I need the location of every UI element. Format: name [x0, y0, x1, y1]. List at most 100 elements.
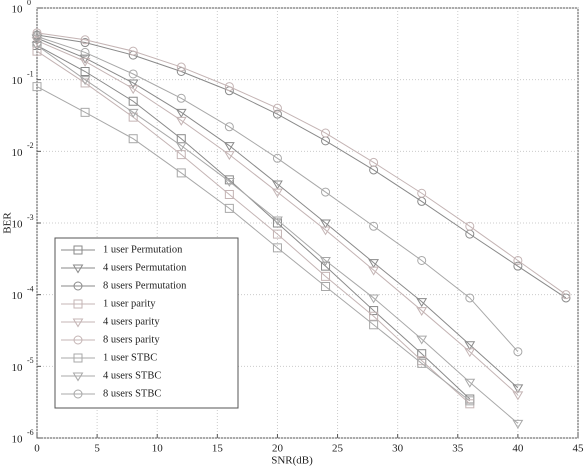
marker [80, 38, 90, 48]
marker [368, 266, 380, 276]
marker [272, 180, 283, 190]
y-tick-exponent: -5 [27, 356, 34, 365]
marker [224, 189, 234, 199]
y-tick-label: 10 [12, 290, 24, 302]
marker [127, 85, 139, 95]
marker [417, 188, 427, 198]
marker [80, 107, 90, 117]
x-tick-label: 0 [34, 443, 40, 455]
marker [79, 76, 91, 86]
marker [31, 37, 43, 47]
marker [127, 79, 139, 89]
marker [321, 282, 331, 292]
marker [128, 134, 138, 144]
y-tick-exponent: -4 [27, 284, 34, 293]
marker [128, 69, 138, 79]
marker [416, 335, 428, 345]
legend-label: 4 users parity [103, 316, 160, 327]
x-tick-label: 15 [212, 443, 224, 455]
marker [561, 290, 571, 300]
marker [272, 109, 282, 119]
marker [176, 168, 186, 178]
marker [80, 35, 90, 45]
marker [465, 396, 475, 406]
marker [80, 47, 90, 57]
series-line [36, 45, 519, 424]
marker [272, 216, 283, 226]
marker [321, 187, 331, 197]
x-tick-label: 5 [94, 443, 100, 455]
marker [73, 335, 83, 345]
marker [176, 62, 186, 72]
marker [320, 226, 331, 236]
marker [73, 389, 83, 399]
marker [369, 311, 379, 321]
marker [80, 67, 90, 77]
marker [464, 348, 476, 358]
marker [561, 293, 571, 303]
marker [175, 116, 187, 126]
series-line [36, 40, 519, 396]
marker [127, 108, 139, 118]
marker [417, 358, 427, 368]
y-tick-exponent: -3 [27, 213, 34, 222]
marker [368, 259, 380, 269]
legend-label: 4 users STBC [103, 370, 161, 381]
legend-label: 8 users parity [103, 334, 160, 345]
marker [72, 264, 84, 274]
x-tick-label: 40 [512, 443, 524, 455]
x-tick-label: 25 [332, 443, 344, 455]
marker [32, 32, 42, 42]
legend-label: 8 users Permutation [103, 280, 187, 291]
marker [272, 153, 282, 163]
marker [73, 281, 83, 291]
x-axis-label: SNR(dB) [271, 455, 313, 466]
marker [512, 384, 524, 394]
x-tick-label: 20 [272, 443, 284, 455]
y-tick-label: 10 [12, 434, 24, 446]
marker [223, 142, 235, 152]
marker [321, 271, 331, 281]
series-line [36, 34, 567, 299]
y-tick-label: 10 [12, 362, 24, 374]
marker [176, 93, 186, 103]
y-tick-label: 10 [12, 147, 24, 159]
marker [321, 261, 331, 271]
marker [320, 256, 331, 266]
marker [31, 41, 43, 51]
marker [128, 46, 138, 56]
marker [175, 108, 187, 118]
x-tick-label: 45 [573, 443, 585, 455]
marker [417, 255, 427, 265]
marker [369, 320, 379, 330]
series-line [36, 37, 519, 389]
marker [464, 341, 476, 351]
marker [369, 306, 379, 316]
marker [464, 378, 476, 388]
marker [513, 261, 523, 271]
marker [513, 347, 523, 357]
y-axis-label: BER [2, 212, 14, 234]
marker [79, 57, 91, 67]
marker [128, 112, 138, 122]
series-line [36, 86, 471, 402]
marker [223, 177, 235, 187]
y-tick-label: 10 [12, 75, 24, 87]
marker [73, 299, 83, 309]
series-line [36, 36, 519, 353]
marker [513, 255, 523, 265]
x-tick-label: 30 [392, 443, 404, 455]
x-tick-label: 10 [152, 443, 164, 455]
marker [32, 82, 42, 92]
marker [369, 157, 379, 167]
marker [175, 142, 187, 152]
marker [512, 419, 524, 429]
marker [73, 353, 83, 363]
marker [224, 82, 234, 92]
legend-label: 1 user STBC [103, 352, 157, 363]
marker [72, 318, 84, 328]
marker [369, 221, 379, 231]
marker [73, 245, 83, 255]
marker [224, 203, 234, 213]
